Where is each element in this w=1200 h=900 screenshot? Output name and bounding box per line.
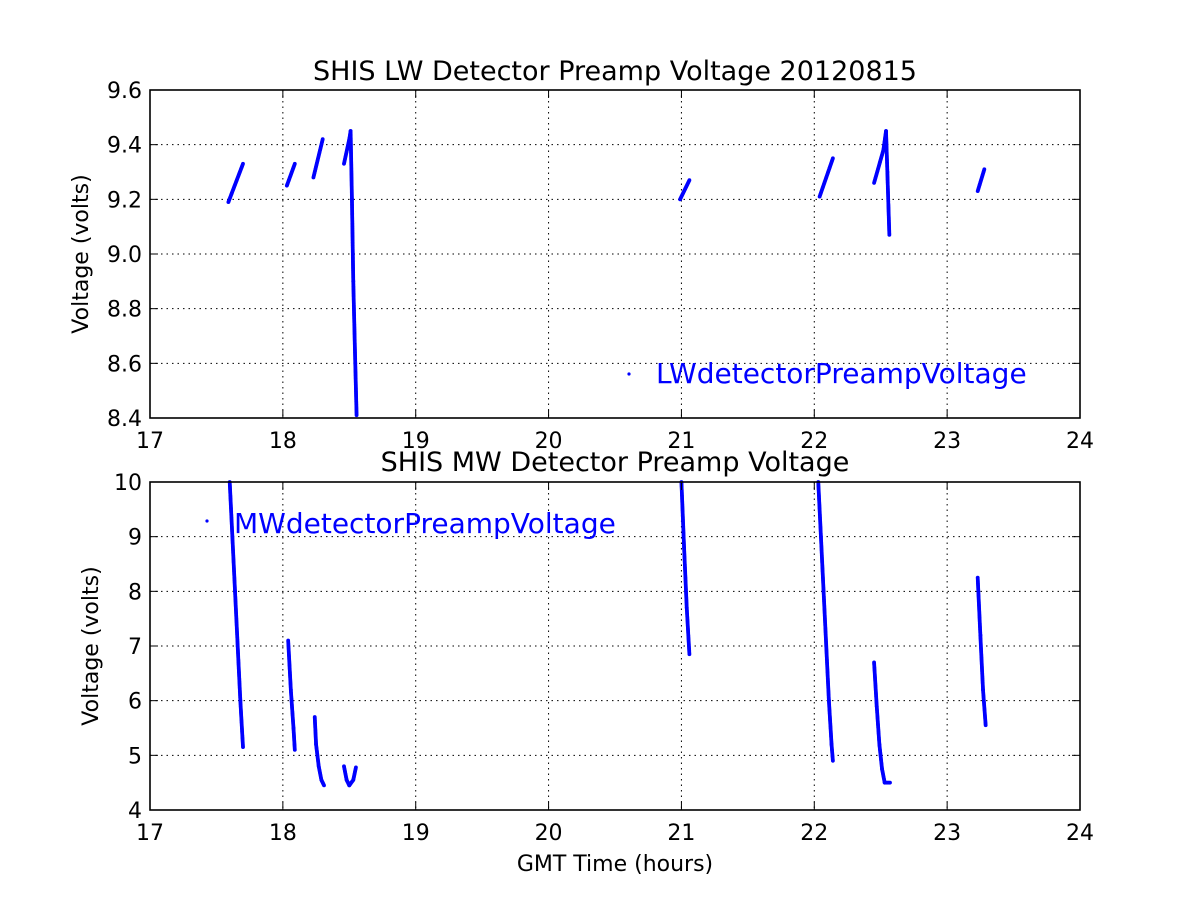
lw-data-segment	[884, 129, 892, 237]
mw-x-tick-label: 21	[667, 821, 695, 846]
mw-x-tick-label: 20	[535, 821, 563, 846]
lw-y-tick-label: 9.0	[107, 243, 142, 268]
mw-data-point	[888, 780, 892, 785]
lw-data-point	[320, 137, 325, 142]
mw-data-segment	[342, 764, 358, 788]
lw-data-point	[830, 156, 835, 161]
mw-x-tick-label: 22	[800, 821, 828, 846]
mw-data-point	[687, 652, 692, 657]
lw-plot-legend: LWdetectorPreampVoltage	[627, 357, 1027, 390]
mw-data-segment	[872, 660, 892, 785]
mw-voltage-plot: SHIS MW Detector Preamp Voltage 17 18 19 20…	[79, 447, 1094, 877]
lw-x-tick-label: 24	[1066, 429, 1094, 454]
lw-data-point	[241, 161, 245, 166]
mw-x-tick-label: 18	[269, 821, 297, 846]
lw-legend-label: LWdetectorPreampVoltage	[656, 357, 1027, 390]
mw-x-tick-label: 17	[136, 821, 164, 846]
lw-x-tick-label: 17	[136, 429, 164, 454]
mw-y-tick-label: 8	[128, 580, 142, 605]
lw-data-point	[687, 178, 692, 183]
mw-data-point	[354, 765, 358, 770]
lw-x-tick-label: 19	[402, 429, 430, 454]
mw-x-tick-label: 24	[1066, 821, 1094, 846]
mw-data-point	[983, 723, 988, 728]
lw-y-tick-label: 9.2	[107, 188, 142, 213]
lw-x-tick-label: 21	[667, 429, 695, 454]
lw-plot-ticks: 17 18 19 20 21 22 23 24 8.4 8.6 8.8 9.0 9.2 9.4 9.6	[107, 79, 1094, 454]
lw-plot-y-axis-label: Voltage (volts)	[69, 174, 94, 333]
mw-data-segment	[286, 638, 297, 752]
mw-plot-grid	[150, 482, 1080, 810]
mw-legend-marker	[205, 519, 209, 523]
mw-plot-legend: MWdetectorPreampVoltage	[205, 507, 616, 540]
lw-data-segment	[311, 137, 325, 180]
mw-y-tick-label: 7	[128, 635, 142, 660]
mw-data-segment	[679, 480, 692, 657]
lw-y-tick-label: 8.6	[107, 352, 142, 377]
lw-x-tick-label: 22	[800, 429, 828, 454]
lw-plot-data-points	[226, 129, 987, 418]
lw-plot-grid	[150, 90, 1080, 418]
mw-y-tick-label: 10	[114, 471, 142, 496]
mw-plot-title: SHIS MW Detector Preamp Voltage	[381, 447, 850, 478]
mw-plot-data-points	[227, 480, 988, 788]
lw-data-point	[982, 167, 987, 172]
lw-legend-marker	[627, 372, 631, 376]
mw-data-point	[830, 758, 835, 763]
mw-x-tick-label: 23	[933, 821, 961, 846]
lw-data-segment	[678, 178, 692, 202]
mw-plot-y-axis-label: Voltage (volts)	[79, 566, 104, 725]
lw-x-tick-label: 23	[933, 429, 961, 454]
mw-data-point	[292, 747, 297, 752]
lw-voltage-plot: SHIS LW Detector Preamp Voltage 20120815…	[69, 56, 1094, 454]
lw-y-tick-label: 9.4	[107, 134, 142, 159]
lw-data-segment	[284, 161, 297, 188]
mw-plot-ticks: 17 18 19 20 21 22 23 24 4 5 6 7 8 9 10	[114, 471, 1094, 846]
mw-data-point	[322, 783, 326, 788]
lw-data-point	[354, 413, 359, 418]
lw-x-tick-label: 20	[535, 429, 563, 454]
lw-data-point	[292, 161, 297, 166]
mw-data-segment	[312, 715, 326, 788]
mw-data-segment	[975, 575, 988, 728]
lw-plot-title: SHIS LW Detector Preamp Voltage 20120815	[313, 56, 917, 87]
lw-data-segment	[348, 129, 359, 418]
lw-y-tick-label: 9.6	[107, 79, 142, 104]
lw-data-segment	[975, 167, 987, 194]
mw-y-tick-label: 9	[128, 526, 142, 551]
mw-data-segment	[816, 480, 835, 763]
mw-data-point	[241, 745, 245, 750]
mw-y-tick-label: 6	[128, 690, 142, 715]
mw-y-tick-label: 4	[128, 799, 142, 824]
mw-data-segment	[227, 480, 245, 750]
lw-y-tick-label: 8.8	[107, 298, 142, 323]
lw-data-point	[887, 232, 892, 237]
mw-y-tick-label: 5	[128, 744, 142, 769]
mw-legend-label: MWdetectorPreampVoltage	[234, 507, 616, 540]
mw-plot-x-axis-label: GMT Time (hours)	[517, 852, 713, 877]
lw-x-tick-label: 18	[269, 429, 297, 454]
mw-x-tick-label: 19	[402, 821, 430, 846]
lw-data-segment	[817, 156, 835, 199]
lw-y-tick-label: 8.4	[107, 407, 142, 432]
lw-data-segment	[226, 161, 245, 204]
